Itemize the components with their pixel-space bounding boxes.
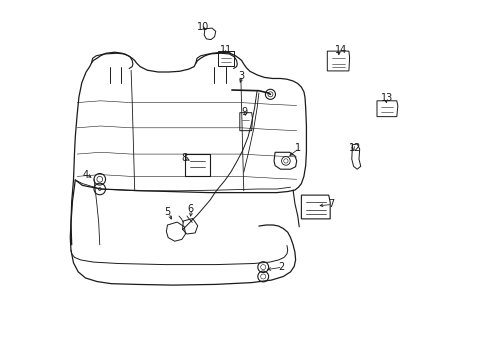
Text: 6: 6 xyxy=(187,204,193,214)
Text: 13: 13 xyxy=(381,93,393,103)
Text: 3: 3 xyxy=(238,71,244,81)
Text: 8: 8 xyxy=(181,153,187,163)
Text: 1: 1 xyxy=(294,143,301,153)
Text: 12: 12 xyxy=(348,143,361,153)
Text: 2: 2 xyxy=(278,262,284,272)
Text: 14: 14 xyxy=(334,45,346,55)
Text: 11: 11 xyxy=(220,45,232,55)
Text: 9: 9 xyxy=(241,107,247,117)
Text: 10: 10 xyxy=(197,22,209,32)
Text: 4: 4 xyxy=(82,170,88,180)
Text: 7: 7 xyxy=(327,199,334,210)
Text: 5: 5 xyxy=(164,207,170,217)
